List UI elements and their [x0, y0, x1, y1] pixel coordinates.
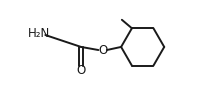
- Text: H₂N: H₂N: [28, 27, 50, 40]
- Text: O: O: [98, 43, 107, 57]
- Text: O: O: [76, 64, 85, 77]
